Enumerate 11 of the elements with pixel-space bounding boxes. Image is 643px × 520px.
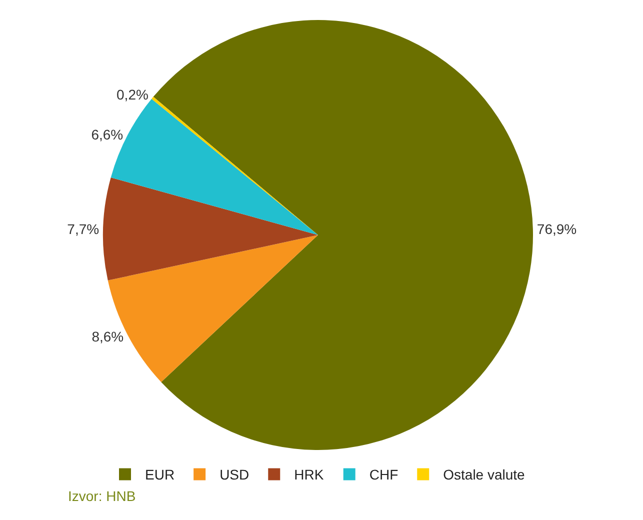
legend-label: USD [220, 466, 250, 483]
data-label: 8,6% [92, 328, 124, 345]
data-label: 6,6% [91, 126, 124, 142]
legend-label: CHF [369, 466, 398, 483]
legend-label: HRK [294, 466, 324, 483]
data-label: 76,9% [536, 221, 577, 238]
data-label: 7,7% [67, 220, 100, 237]
data-label: 0,2% [116, 86, 148, 103]
legend-label: Ostale valute [443, 466, 526, 483]
legend-label: EUR [145, 466, 175, 483]
text: Izvor: HNB [68, 488, 136, 504]
